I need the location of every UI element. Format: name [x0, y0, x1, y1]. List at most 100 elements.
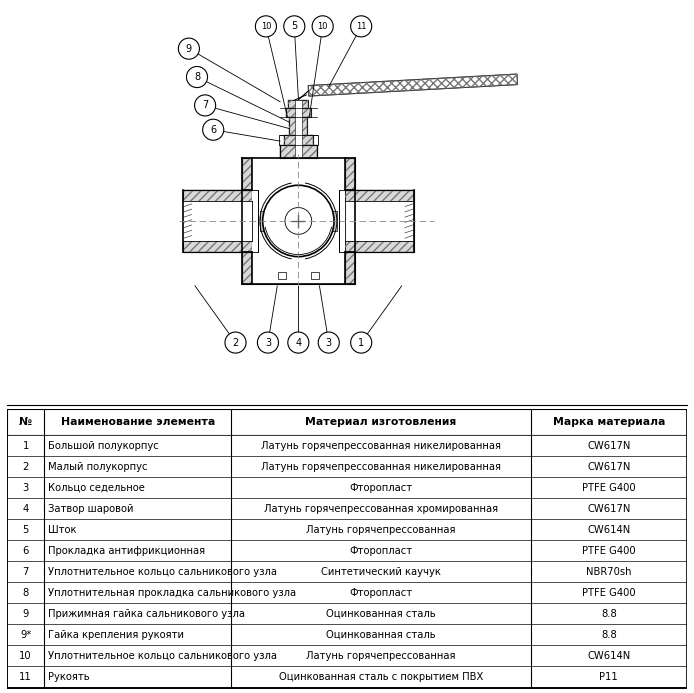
Bar: [260, 211, 264, 231]
Text: Фторопласт: Фторопласт: [350, 546, 412, 556]
Text: №: №: [19, 417, 32, 428]
Text: 11: 11: [356, 22, 366, 31]
Polygon shape: [308, 74, 518, 96]
Text: Синтетический каучук: Синтетический каучук: [321, 567, 441, 577]
Text: 10: 10: [317, 22, 328, 31]
Text: P11: P11: [600, 672, 618, 682]
Bar: [7, 604, 687, 624]
Bar: [7, 582, 687, 604]
Text: Латунь горячепрессованная хромированная: Латунь горячепрессованная хромированная: [264, 504, 498, 514]
Text: 9: 9: [186, 44, 192, 53]
Text: Латунь горячепрессованная никелированная: Латунь горячепрессованная никелированная: [261, 441, 501, 450]
Text: Рукоять: Рукоять: [49, 672, 90, 682]
Bar: [7, 624, 687, 645]
Text: Шток: Шток: [49, 525, 77, 535]
Text: Материал изготовления: Материал изготовления: [305, 417, 457, 428]
Text: 4: 4: [295, 337, 301, 348]
Circle shape: [284, 16, 305, 37]
Bar: [284, 135, 313, 145]
Polygon shape: [242, 158, 355, 189]
Text: 10: 10: [261, 22, 271, 31]
Text: Гайка крепления рукояти: Гайка крепления рукояти: [49, 630, 185, 640]
Bar: [7, 477, 687, 498]
Bar: [7, 456, 687, 477]
Circle shape: [187, 67, 208, 87]
Circle shape: [288, 332, 309, 353]
Text: Уплотнительное кольцо сальникового узла: Уплотнительное кольцо сальникового узла: [49, 651, 278, 661]
Text: 2: 2: [232, 337, 239, 348]
Bar: [252, 158, 345, 284]
Text: 9*: 9*: [20, 630, 31, 640]
Circle shape: [350, 16, 372, 37]
Text: Наименование элемента: Наименование элемента: [61, 417, 215, 428]
Text: PTFE G400: PTFE G400: [582, 588, 636, 598]
Text: 2: 2: [22, 462, 29, 472]
Text: CW614N: CW614N: [587, 651, 630, 661]
Circle shape: [262, 185, 334, 256]
Text: Прокладка антифрикционная: Прокладка антифрикционная: [49, 546, 205, 556]
Text: CW617N: CW617N: [587, 504, 631, 514]
Text: 6: 6: [22, 546, 29, 556]
Bar: [284, 135, 313, 145]
Bar: [293, 158, 304, 221]
Circle shape: [350, 332, 372, 353]
Text: Кольцо седельное: Кольцо седельное: [49, 483, 145, 493]
Circle shape: [285, 208, 312, 234]
Text: PTFE G400: PTFE G400: [582, 546, 636, 556]
Bar: [7, 561, 687, 582]
Text: 7: 7: [22, 567, 29, 577]
Bar: [183, 201, 253, 241]
Bar: [7, 435, 687, 456]
Text: Малый полукорпус: Малый полукорпус: [49, 462, 148, 472]
Text: Уплотнительная прокладка сальникового узла: Уплотнительная прокладка сальникового уз…: [49, 588, 296, 598]
Bar: [7, 645, 687, 666]
Circle shape: [319, 332, 339, 353]
Bar: [295, 100, 302, 158]
Text: 8.8: 8.8: [601, 630, 617, 640]
Bar: [7, 666, 687, 687]
Circle shape: [312, 16, 333, 37]
Text: 8: 8: [194, 72, 200, 82]
Text: 1: 1: [22, 441, 29, 450]
Polygon shape: [242, 252, 355, 284]
Text: 3: 3: [22, 483, 28, 493]
Text: 3: 3: [265, 337, 271, 348]
Text: 4: 4: [22, 504, 28, 514]
Circle shape: [178, 38, 199, 59]
Bar: [289, 116, 307, 135]
Bar: [7, 498, 687, 519]
Text: 5: 5: [22, 525, 29, 535]
Text: Большой полукорпус: Большой полукорпус: [49, 441, 159, 450]
Text: Фторопласт: Фторопласт: [350, 483, 412, 493]
Text: 7: 7: [202, 100, 208, 110]
Text: CW614N: CW614N: [587, 525, 630, 535]
Bar: [286, 108, 311, 116]
Bar: [7, 410, 687, 435]
Text: 8: 8: [22, 588, 28, 598]
Text: 11: 11: [19, 672, 32, 682]
Polygon shape: [345, 189, 414, 252]
Bar: [310, 272, 319, 279]
Text: 1: 1: [358, 337, 364, 348]
Text: 5: 5: [291, 21, 298, 31]
Circle shape: [225, 332, 246, 353]
Text: CW617N: CW617N: [587, 462, 631, 472]
Text: 9: 9: [22, 608, 29, 619]
Text: Оцинкованная сталь: Оцинкованная сталь: [326, 630, 436, 640]
Text: 6: 6: [210, 125, 217, 134]
Text: 8.8: 8.8: [601, 608, 617, 619]
Text: Оцинкованная сталь с покрытием ПВХ: Оцинкованная сталь с покрытием ПВХ: [279, 672, 483, 682]
Text: Уплотнительное кольцо сальникового узла: Уплотнительное кольцо сальникового узла: [49, 567, 278, 577]
Bar: [288, 100, 309, 108]
Text: 10: 10: [19, 651, 32, 661]
Text: Марка материала: Марка материала: [552, 417, 665, 428]
Bar: [7, 541, 687, 561]
Text: PTFE G400: PTFE G400: [582, 483, 636, 493]
Bar: [344, 201, 414, 241]
Circle shape: [203, 119, 223, 140]
Text: Затвор шаровой: Затвор шаровой: [49, 504, 134, 514]
Bar: [7, 519, 687, 541]
Circle shape: [194, 95, 216, 116]
Text: Фторопласт: Фторопласт: [350, 588, 412, 598]
Text: Латунь горячепрессованная: Латунь горячепрессованная: [306, 525, 456, 535]
